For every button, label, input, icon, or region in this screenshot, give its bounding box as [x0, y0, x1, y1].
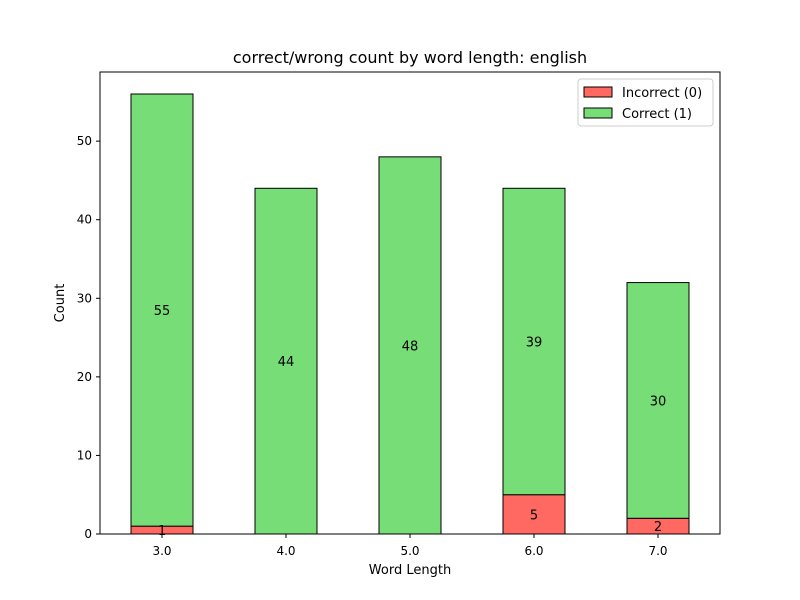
data-label-correct-0: 55 — [154, 304, 171, 319]
legend-swatch-incorrect — [583, 86, 613, 98]
y-axis: 0 10 20 30 40 50 — [77, 134, 100, 541]
data-label-correct-4: 30 — [650, 394, 667, 409]
legend-swatch-correct — [583, 107, 613, 119]
bar-correct-2 — [378, 156, 442, 535]
data-label-correct-1: 44 — [278, 355, 295, 370]
legend-label-incorrect: Incorrect (0) — [622, 86, 702, 101]
legend: Incorrect (0) Correct (1) — [577, 78, 714, 127]
y-tick-label-0: 0 — [84, 527, 92, 541]
x-tick-label-2: 5.0 — [400, 544, 419, 558]
bars-group: 1 55 44 48 5 39 2 30 — [130, 93, 690, 539]
x-tick-label-0: 3.0 — [152, 544, 171, 558]
bar-correct-0 — [130, 93, 194, 527]
data-label-correct-2: 48 — [402, 339, 419, 354]
bar-correct-3 — [502, 187, 566, 496]
x-tick-label-4: 7.0 — [648, 544, 667, 558]
y-tick-label-3: 30 — [77, 291, 92, 305]
legend-label-correct: Correct (1) — [622, 107, 692, 122]
data-label-incorrect-4: 2 — [654, 520, 662, 535]
x-tick-label-1: 4.0 — [276, 544, 295, 558]
x-axis: 3.0 4.0 5.0 6.0 7.0 — [152, 534, 668, 558]
y-tick-label-5: 50 — [77, 134, 92, 148]
data-label-correct-3: 39 — [526, 336, 543, 351]
y-tick-label-4: 40 — [77, 213, 92, 227]
data-label-incorrect-3: 5 — [530, 508, 538, 523]
y-tick-label-2: 20 — [77, 370, 92, 384]
data-label-incorrect-0: 1 — [158, 524, 166, 539]
x-tick-label-3: 6.0 — [524, 544, 543, 558]
plot-frame — [99, 71, 721, 535]
bar-incorrect-3 — [502, 494, 566, 535]
chart-title: correct/wrong count by word length: engl… — [233, 48, 587, 67]
bar-correct-4 — [626, 282, 690, 519]
x-axis-label: Word Length — [369, 563, 451, 578]
y-tick-label-1: 10 — [77, 448, 92, 462]
y-axis-label: Count — [53, 284, 68, 323]
